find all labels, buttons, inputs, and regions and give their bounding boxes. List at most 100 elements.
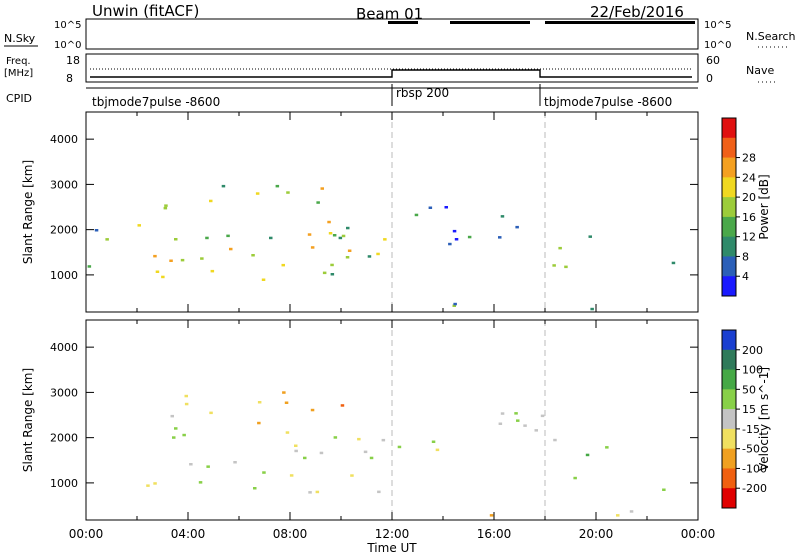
data-cell [616, 514, 620, 517]
data-cell [330, 273, 335, 276]
freq-tick-high: 18 [66, 54, 80, 67]
data-cell [284, 401, 289, 404]
data-cell [303, 456, 307, 460]
colorbar-tick-label: 4 [742, 270, 749, 283]
data-cell [105, 238, 109, 241]
y-tick-label: 4000 [50, 133, 78, 146]
beam-title: Beam 01 [356, 5, 423, 23]
colorbar-bin [722, 448, 736, 469]
colorbar-bin [722, 137, 736, 159]
data-cell [516, 419, 520, 422]
data-cell [671, 261, 676, 265]
nsky-trace-2 [450, 21, 530, 24]
data-cell [377, 490, 381, 494]
data-cell [310, 246, 315, 249]
x-tick-label: 16:00 [477, 527, 512, 541]
station-title: Unwin (fitACF) [92, 2, 199, 20]
colorbar-bin [722, 118, 736, 139]
data-cell [320, 187, 324, 190]
x-axis-label: Time UT [366, 541, 417, 554]
data-cell [452, 229, 457, 233]
data-cell [294, 444, 298, 447]
colorbar-bin [722, 369, 736, 390]
data-cell [161, 275, 165, 279]
colorbar-tick-label: 8 [742, 250, 749, 263]
colorbar-bin [722, 177, 736, 198]
data-cell [363, 450, 368, 454]
data-cell [289, 474, 294, 477]
data-cell [163, 206, 168, 210]
data-cell [414, 213, 419, 217]
nave-tick-high: 60 [706, 54, 720, 67]
data-cell [307, 233, 312, 236]
data-cell [357, 437, 361, 441]
nsky-label: N.Sky [4, 32, 36, 45]
colorbar-tick-label: -15 [742, 423, 760, 436]
y-tick-label: 1000 [50, 477, 78, 490]
data-cell [333, 436, 338, 439]
data-cell [146, 484, 150, 487]
data-cell [198, 481, 203, 484]
data-cell [221, 184, 226, 188]
data-cell [453, 302, 457, 306]
data-cell [174, 427, 178, 430]
y-tick-label: 4000 [50, 341, 78, 354]
data-cell [257, 421, 261, 425]
data-cell [257, 401, 262, 404]
data-cell [498, 422, 503, 425]
nave-label: Nave [746, 64, 774, 77]
data-cell [500, 412, 505, 415]
data-cell [347, 249, 352, 252]
data-cell [308, 491, 312, 494]
cpid-segment-2: rbsp 200 [396, 86, 449, 100]
nsky-trace-3 [545, 21, 695, 24]
colorbar-bin [722, 409, 736, 430]
data-cell [514, 412, 518, 415]
data-cell [229, 247, 233, 251]
colorbar-label: Velocity [m s^-1] [757, 367, 771, 471]
data-cell [350, 474, 354, 477]
data-cell [345, 256, 350, 259]
freq-panel [85, 53, 699, 83]
nave-tick-low: 0 [706, 72, 713, 85]
data-cell [327, 220, 331, 224]
colorbar-bin [722, 157, 736, 178]
colorbar-bin [722, 236, 736, 257]
data-cell [564, 265, 568, 269]
data-cell [182, 433, 186, 437]
data-cell [251, 254, 255, 257]
nsky-tick-high: 10^5 [54, 20, 81, 31]
y-tick-label: 2000 [50, 224, 78, 237]
data-cell [629, 510, 634, 513]
colorbar-frame [721, 329, 737, 509]
data-cell [169, 259, 173, 262]
data-cell [552, 264, 556, 267]
colorbar-tick-label: 200 [742, 344, 763, 357]
data-cell [467, 235, 472, 239]
data-cell [662, 488, 666, 491]
data-cell [137, 224, 141, 227]
data-cell [282, 391, 286, 394]
colorbar-label: Power [dB] [757, 174, 771, 239]
data-cell [226, 234, 230, 238]
y-tick-label: 2000 [50, 432, 78, 445]
data-cell [94, 229, 99, 232]
data-cell [540, 414, 545, 418]
data-cell [338, 236, 343, 240]
colorbar-bin [722, 468, 736, 489]
x-tick-label: 00:00 [69, 527, 104, 541]
data-cell [590, 307, 594, 311]
colorbar-tick-label: -50 [742, 443, 760, 456]
colorbar-bin [722, 330, 736, 351]
data-cell [172, 436, 176, 439]
data-cell [534, 429, 538, 432]
x-tick-label: 12:00 [375, 527, 410, 541]
data-cell [189, 463, 193, 466]
y-axis-label: Slant Range [km] [21, 368, 35, 472]
freq-tick-low: 8 [66, 72, 73, 85]
data-cell [322, 271, 327, 275]
data-cell [153, 482, 157, 485]
data-cell [489, 514, 494, 517]
data-cell [454, 238, 459, 241]
data-cell [200, 257, 204, 260]
